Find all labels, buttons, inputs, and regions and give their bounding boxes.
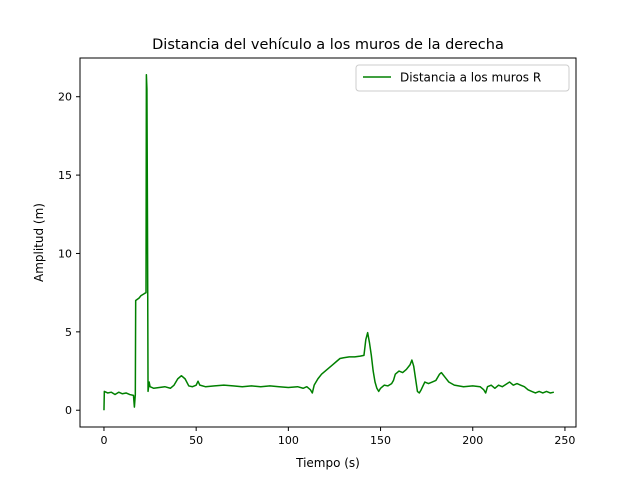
y-tick-label: 20 [58,91,72,104]
x-tick-label: 250 [554,434,575,447]
x-tick-label: 200 [462,434,483,447]
axis-ticks: 0 50 100 150 200 250 0 5 10 15 20 [58,91,575,447]
x-tick-label: 100 [278,434,299,447]
chart-title: Distancia del vehículo a los muros de la… [152,37,504,53]
legend-label-distancia: Distancia a los muros R [400,71,541,85]
plot-area [103,74,555,411]
x-tick-label: 0 [100,434,107,447]
y-axis-label: Amplitud (m) [32,203,46,282]
axes-frame [79,57,577,428]
x-tick-label: 50 [189,434,203,447]
x-axis-label: Tiempo (s) [295,456,360,470]
series-line-0 [103,74,555,411]
legend-box [355,64,570,92]
y-tick-label: 5 [65,326,72,339]
legend: Distancia a los muros R [355,64,570,92]
y-tick-label: 0 [65,404,72,417]
x-tick-label: 150 [370,434,391,447]
y-tick-label: 10 [58,247,72,260]
y-tick-label: 15 [58,169,72,182]
